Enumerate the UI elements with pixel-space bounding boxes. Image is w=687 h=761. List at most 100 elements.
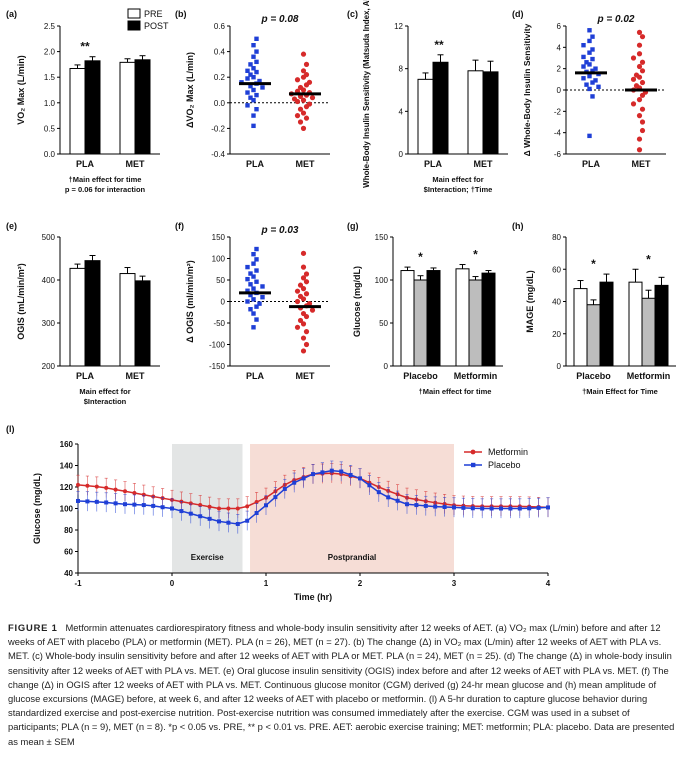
data-point (636, 51, 643, 57)
data-point (123, 489, 127, 494)
panel-title: p = 0.08 (261, 14, 299, 25)
significance-marker: ** (80, 40, 90, 54)
panel-f: (f) -150 -100 -50 0 50 100 150 Δ OGIS (ml/min/m²… (175, 221, 330, 381)
y-tick-label: 0 (221, 298, 226, 307)
data-point (94, 499, 99, 504)
data-point (76, 482, 80, 487)
data-point (303, 115, 310, 121)
data-point (251, 261, 256, 266)
data-point (452, 505, 456, 510)
data-point (254, 107, 259, 112)
data-point (301, 476, 306, 481)
y-tick-label: 0.0 (44, 150, 56, 159)
bar (134, 280, 151, 367)
y-axis-label-text: Δ Whole-Body Insulin Sensitivity (522, 23, 532, 156)
panel-e: (e) 200 300 400 500 OGIS (mL/min/m²) PLA MET Mai… (6, 221, 160, 406)
data-point (320, 470, 325, 475)
data-point (300, 125, 307, 131)
data-point (442, 504, 447, 509)
data-point (85, 499, 90, 504)
bar (641, 297, 656, 367)
data-point (309, 95, 316, 101)
data-point (251, 274, 256, 279)
data-point (260, 295, 265, 300)
bar (468, 279, 483, 367)
data-point (300, 264, 307, 270)
data-point (636, 74, 643, 80)
panel-l: (l)Exercise Postprandial40608010012014016… (6, 424, 551, 602)
bar (69, 267, 86, 367)
data-point (294, 288, 301, 294)
y-tick-label: 0 (557, 362, 562, 371)
data-point (141, 492, 146, 497)
panel-label: (d) (512, 9, 524, 19)
data-point (217, 506, 221, 511)
bar (426, 270, 441, 367)
data-point (300, 321, 307, 327)
panel-note: †Main Effect for Time (582, 387, 658, 396)
data-point (254, 317, 259, 322)
data-point (590, 47, 595, 52)
data-point (414, 503, 419, 508)
y-tick-label: 0.6 (214, 22, 226, 31)
significance-marker: * (418, 250, 423, 264)
y-tick-label: 60 (552, 265, 561, 274)
y-tick-label: 0 (399, 150, 404, 159)
data-point (251, 54, 256, 59)
data-point (113, 487, 118, 492)
data-point (303, 313, 310, 320)
x-tick-label: PLA (246, 371, 265, 381)
data-point (113, 501, 118, 506)
legend-swatch (127, 8, 141, 19)
y-tick-label: 4 (557, 43, 562, 52)
data-point (303, 291, 310, 297)
data-point (123, 502, 127, 507)
data-point (590, 94, 595, 99)
bar (119, 61, 136, 155)
data-point (639, 119, 646, 125)
y-tick-label: 150 (375, 233, 389, 242)
significance-marker: ** (434, 38, 444, 52)
y-tick-label: 140 (60, 462, 74, 471)
y-tick-label: 12 (394, 22, 403, 31)
data-point (85, 483, 90, 488)
bar (400, 270, 415, 367)
panel-note: Main effect for (432, 175, 483, 184)
data-point (254, 511, 259, 516)
panel-note: Main effect for (79, 387, 130, 396)
bar (654, 284, 669, 367)
data-point (630, 76, 637, 82)
bar (628, 281, 643, 367)
data-point (235, 506, 240, 511)
bar (455, 268, 470, 367)
data-point (300, 348, 307, 354)
x-tick-label: 4 (546, 579, 551, 588)
data-point (251, 286, 256, 291)
y-tick-label: 150 (212, 233, 226, 242)
data-point (300, 87, 307, 93)
y-tick-label: -4 (554, 129, 562, 138)
data-point (251, 98, 256, 103)
data-point (300, 296, 307, 302)
panel-label: (a) (6, 9, 17, 19)
data-point (160, 505, 165, 510)
data-point (248, 307, 253, 312)
data-point (245, 76, 250, 81)
data-point (367, 483, 372, 488)
data-point (141, 503, 146, 508)
data-point (303, 341, 310, 348)
data-point (297, 282, 304, 288)
data-point (248, 62, 253, 67)
y-tick-label: 60 (64, 548, 73, 557)
data-point (636, 42, 643, 48)
data-point (300, 97, 307, 103)
y-tick-label: 80 (64, 526, 73, 535)
legend-marker (471, 462, 476, 468)
y-tick-label: 50 (216, 276, 225, 285)
data-point (292, 480, 297, 485)
panel-title: p = 0.03 (261, 225, 299, 236)
significance-marker: * (646, 252, 651, 266)
data-point (254, 59, 259, 65)
data-point (639, 92, 646, 98)
data-point (303, 61, 310, 67)
